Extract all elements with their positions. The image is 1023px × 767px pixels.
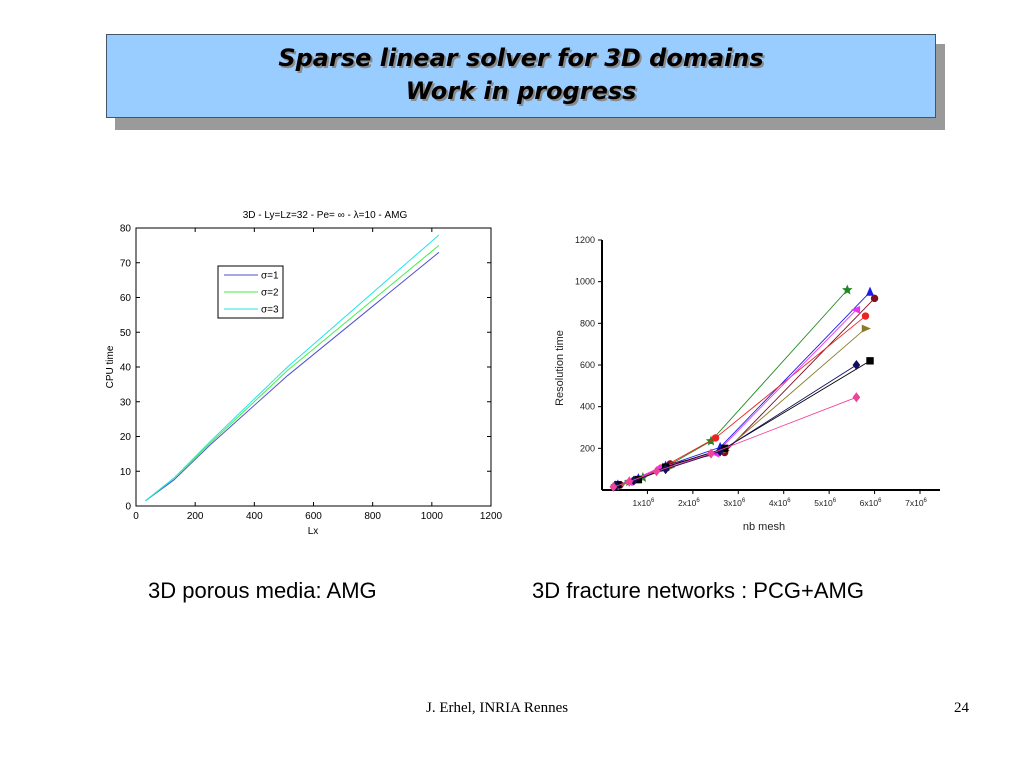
- slide-title-box: Sparse linear solver for 3D domains Work…: [106, 34, 936, 118]
- x-tick-label: 5x106: [814, 498, 836, 508]
- x-tick-label-base: 4x10: [769, 498, 788, 508]
- data-point-triangle-up: [866, 286, 874, 296]
- data-point-star: [842, 284, 853, 295]
- x-tick-label: 200: [187, 511, 204, 522]
- series-line: [617, 315, 866, 487]
- y-tick-label: 10: [120, 467, 132, 478]
- data-point-circle: [861, 312, 870, 320]
- legend-label: σ=1: [261, 271, 279, 282]
- x-tick-label: 2x106: [678, 498, 700, 508]
- x-tick-exponent: 6: [742, 498, 746, 504]
- y-tick-label: 50: [120, 328, 132, 339]
- plot-frame: [135, 227, 492, 507]
- y-tick-label: 30: [120, 397, 132, 408]
- y-axis-label: CPU time: [105, 345, 116, 388]
- x-tick-label: 6x106: [860, 498, 882, 508]
- x-tick-exponent: 6: [878, 498, 882, 504]
- series-line: [145, 234, 440, 502]
- data-point-diamond: [852, 359, 861, 371]
- legend-label: σ=3: [261, 305, 279, 316]
- x-tick-label: 1200: [480, 511, 503, 522]
- x-tick-exponent: 6: [651, 498, 655, 504]
- y-tick-label: 80: [120, 224, 132, 235]
- y-tick-label: 800: [580, 318, 595, 328]
- caption-porous-media: 3D porous media: AMG: [148, 578, 377, 603]
- x-tick-label: 7x106: [905, 498, 927, 508]
- series-line: [615, 309, 857, 487]
- slide-title-line-2: Work in progress: [405, 77, 637, 105]
- y-tick-label: 0: [125, 502, 131, 513]
- x-tick-label: 1x106: [633, 498, 655, 508]
- x-tick-exponent: 6: [696, 498, 700, 504]
- data-point-triangle-left: [850, 305, 861, 314]
- data-point-diamond: [852, 392, 861, 403]
- series-line: [615, 289, 848, 487]
- cpu-time-chart: 3D - Ly=Lz=32 - Pe= ∞ - λ=10 - AMG 0 200 4…: [105, 210, 503, 537]
- data-point-diamond: [625, 476, 634, 487]
- x-tick-label: 400: [246, 511, 263, 522]
- y-tick-label: 1000: [575, 277, 595, 287]
- legend-label: σ=2: [261, 288, 279, 299]
- y-tick-label: 600: [580, 360, 595, 370]
- data-point-triangle-right: [861, 324, 871, 333]
- x-tick-exponent: 6: [787, 498, 791, 504]
- x-tick-label-base: 6x10: [860, 498, 879, 508]
- data-point-diamond: [716, 446, 724, 457]
- x-tick-label-base: 7x10: [905, 498, 924, 508]
- x-tick-label-base: 5x10: [814, 498, 833, 508]
- x-axis-label: Lx: [308, 526, 319, 537]
- data-point-circle: [870, 294, 879, 303]
- y-tick-label: 200: [580, 443, 595, 453]
- caption-fracture-networks: 3D fracture networks : PCG+AMG: [532, 578, 864, 603]
- x-axis-label: nb mesh: [743, 521, 785, 533]
- x-tick-label: 4x106: [769, 498, 791, 508]
- x-tick-label-base: 2x10: [678, 498, 697, 508]
- data-point-circle: [711, 434, 720, 442]
- y-axis-label: Resolution time: [554, 330, 566, 406]
- y-tick-label: 1200: [575, 235, 595, 245]
- x-tick-label: 0: [133, 511, 139, 522]
- y-tick-label: 400: [580, 402, 595, 412]
- y-tick-label: 60: [120, 293, 132, 304]
- x-tick-label: 3x106: [723, 498, 745, 508]
- series-line: [615, 364, 857, 487]
- series-line: [145, 251, 440, 502]
- y-tick-label: 20: [120, 432, 132, 443]
- data-point-square: [866, 357, 874, 365]
- footer-author: J. Erhel, INRIA Rennes: [426, 700, 569, 716]
- x-tick-exponent: 6: [924, 498, 928, 504]
- x-tick-label-base: 1x10: [633, 498, 652, 508]
- x-tick-exponent: 6: [833, 498, 837, 504]
- y-tick-label: 40: [120, 363, 132, 374]
- data-point-diamond: [609, 481, 618, 492]
- legend: σ=1 σ=2 σ=3: [217, 265, 284, 319]
- page-number: 24: [954, 700, 969, 716]
- x-tick-label: 600: [305, 511, 322, 522]
- chart-title: 3D - Ly=Lz=32 - Pe= ∞ - λ=10 - AMG: [243, 210, 408, 221]
- slide-title-line-1: Sparse linear solver for 3D domains: [278, 44, 764, 72]
- data-point-diamond: [707, 448, 715, 459]
- series-line: [617, 291, 871, 486]
- x-tick-label-base: 3x10: [723, 498, 742, 508]
- data-point-diamond: [652, 466, 661, 477]
- x-tick-label: 1000: [421, 511, 444, 522]
- x-tick-label: 800: [364, 511, 381, 522]
- y-tick-label: 70: [120, 258, 132, 269]
- series-line: [620, 328, 866, 486]
